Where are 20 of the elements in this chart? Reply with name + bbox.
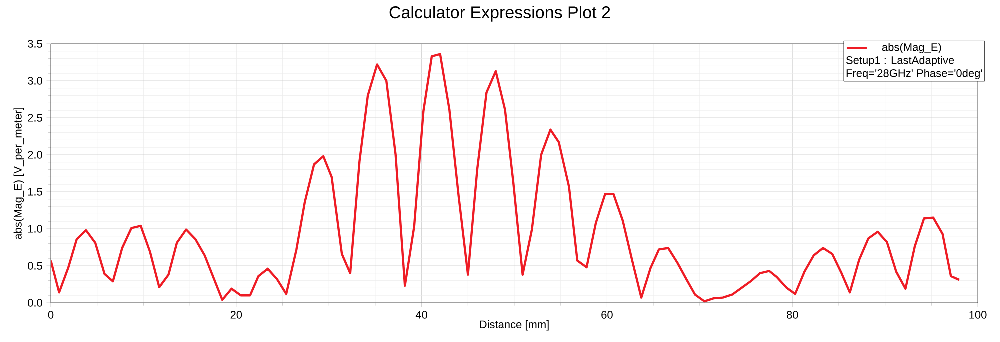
x-tick-label: 0 (48, 311, 54, 319)
x-axis-title: Distance [mm] (480, 320, 549, 331)
legend-label: abs(Mag_E) (882, 43, 942, 54)
y-tick-label: 2.5 (28, 114, 42, 122)
x-tick-label: 80 (786, 311, 798, 319)
x-tick-label: 60 (602, 311, 613, 319)
y-tick-label: 0.5 (28, 262, 42, 270)
x-tick-label: 100 (970, 311, 987, 319)
y-tick-label: 2.0 (28, 151, 42, 159)
y-tick-label: 1.5 (28, 188, 42, 196)
annotation: Freq='28GHz' Phase='0deg' (846, 69, 982, 80)
annotation: Setup1 : LastAdaptive (846, 56, 954, 66)
y-tick-label: 3.5 (28, 40, 42, 48)
y-axis-title: abs(Mag_E) [V_per_meter] (14, 108, 24, 240)
y-tick-label: 0.0 (28, 299, 42, 307)
y-tick-label: 1.0 (28, 225, 42, 233)
y-tick-label: 3.0 (28, 77, 42, 85)
x-tick-label: 40 (416, 311, 428, 319)
x-tick-label: 20 (230, 311, 242, 319)
chart-title: Calculator Expressions Plot 2 (390, 6, 610, 22)
